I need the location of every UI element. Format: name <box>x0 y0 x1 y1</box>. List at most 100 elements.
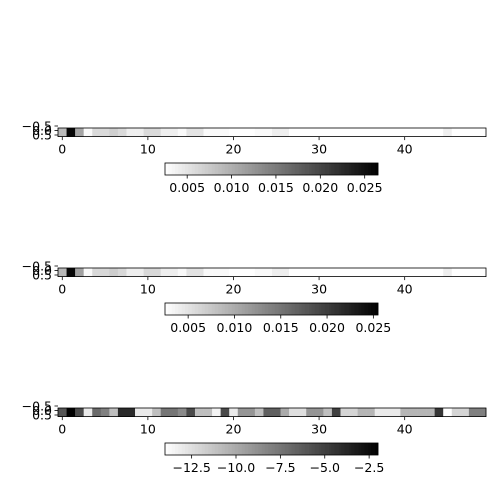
colorbar-segment <box>361 303 365 315</box>
heatmap-cell <box>177 408 187 417</box>
colorbar-segment <box>268 443 272 455</box>
colorbar-segment <box>254 443 259 455</box>
y-tick-label: 0.5 <box>32 268 52 283</box>
colorbar-segment <box>324 163 329 175</box>
colorbar-segment <box>328 303 332 315</box>
heatmap-cell <box>212 408 221 417</box>
colorbar-segment <box>374 443 379 455</box>
heatmap-cell <box>391 408 401 417</box>
heatmap-cell <box>229 128 239 137</box>
colorbar-segment <box>178 443 182 455</box>
x-tick-label: 0 <box>58 282 66 297</box>
colorbar-segment <box>321 163 326 175</box>
colorbar-segment <box>351 163 356 175</box>
colorbar-segment <box>328 443 332 455</box>
heatmap-cell <box>135 128 144 137</box>
colorbar-segment <box>368 443 372 455</box>
colorbar-segment <box>171 163 176 175</box>
x-tick-label: 10 <box>140 142 156 157</box>
heatmap-cell <box>477 128 487 137</box>
heatmap-cell <box>186 128 196 137</box>
colorbar-segment <box>371 163 375 175</box>
heatmap-cell <box>75 408 84 417</box>
heatmap-cell <box>357 128 367 137</box>
heatmap-cell <box>443 408 453 417</box>
colorbar-segment <box>304 443 309 455</box>
colorbar-segment <box>281 443 286 455</box>
colorbar-segment <box>324 303 329 315</box>
colorbar-segment <box>358 303 362 315</box>
colorbar-segment <box>291 443 296 455</box>
colorbar-segment <box>314 443 319 455</box>
colorbar-segment <box>264 303 269 315</box>
heatmap-cell <box>117 268 127 277</box>
colorbar-segment <box>221 163 226 175</box>
heatmap-cell <box>109 128 119 137</box>
heatmap-cell <box>272 268 281 277</box>
colorbar-segment <box>244 303 249 315</box>
colorbar-segment <box>358 443 362 455</box>
colorbar-segment <box>334 443 339 455</box>
colorbar-segment <box>294 303 299 315</box>
heatmap-cell <box>340 128 350 137</box>
heatmap-cell <box>443 268 453 277</box>
colorbar-segment <box>204 163 209 175</box>
heatmap-cell <box>220 128 230 137</box>
heatmap-cell <box>408 128 418 137</box>
axes-frame <box>57 127 487 138</box>
heatmap-cell <box>212 268 221 277</box>
colorbar-segment <box>318 163 322 175</box>
heatmap-cell <box>169 128 179 137</box>
heatmap-cell <box>434 128 444 137</box>
heatmap-cell <box>126 128 136 137</box>
heatmap-cell <box>83 128 93 137</box>
colorbar-segment <box>308 163 312 175</box>
heatmap-cell <box>357 268 367 277</box>
y-tick-label: −0.5 <box>22 119 52 134</box>
heatmap-cell <box>203 268 213 277</box>
colorbar-segment <box>358 163 362 175</box>
colorbar-segment <box>361 443 365 455</box>
colorbar-segment <box>168 163 172 175</box>
colorbar-segment <box>261 443 266 455</box>
heatmap-cell <box>263 268 273 277</box>
colorbar-segment <box>168 303 172 315</box>
colorbar-segment <box>204 303 209 315</box>
colorbar-segment <box>318 303 322 315</box>
colorbar-tick-label: 0.020 <box>309 320 345 335</box>
heatmap-cell <box>143 408 153 417</box>
heatmap-cell <box>229 268 239 277</box>
heatmap-cell <box>366 408 376 417</box>
colorbar-segment <box>301 443 306 455</box>
colorbar-segment <box>341 303 346 315</box>
colorbar-tick-label: −5.0 <box>310 460 340 475</box>
heatmap-cell <box>109 268 119 277</box>
colorbar-segment <box>298 163 302 175</box>
heatmap-cell <box>263 408 273 417</box>
colorbar-segment <box>231 303 236 315</box>
heatmap-cell <box>194 408 204 417</box>
colorbar-segment <box>261 303 266 315</box>
colorbar-segment <box>194 303 199 315</box>
colorbar-segment <box>218 163 222 175</box>
colorbar-segment <box>168 443 172 455</box>
colorbar-segment <box>324 443 329 455</box>
x-tick-label: 20 <box>226 282 242 297</box>
colorbar-segment <box>201 443 206 455</box>
colorbar-tick-label: 0.025 <box>347 180 383 195</box>
colorbar-segment <box>198 303 202 315</box>
colorbar-segment <box>314 163 319 175</box>
colorbar-segment <box>334 303 339 315</box>
colorbar-tick-label: 0.010 <box>214 180 250 195</box>
axes-frame <box>57 267 487 278</box>
heatmap-cell <box>100 268 110 277</box>
colorbar-segment <box>248 163 252 175</box>
heatmap-cell <box>340 268 350 277</box>
x-tick-label: 40 <box>397 282 413 297</box>
colorbar-segment <box>348 303 352 315</box>
colorbar-tick-label: −2.5 <box>354 460 384 475</box>
colorbar-segment <box>364 303 369 315</box>
heatmap-cell <box>194 268 204 277</box>
colorbar-segment <box>188 443 192 455</box>
y-tick-label: −0.5 <box>22 399 52 414</box>
